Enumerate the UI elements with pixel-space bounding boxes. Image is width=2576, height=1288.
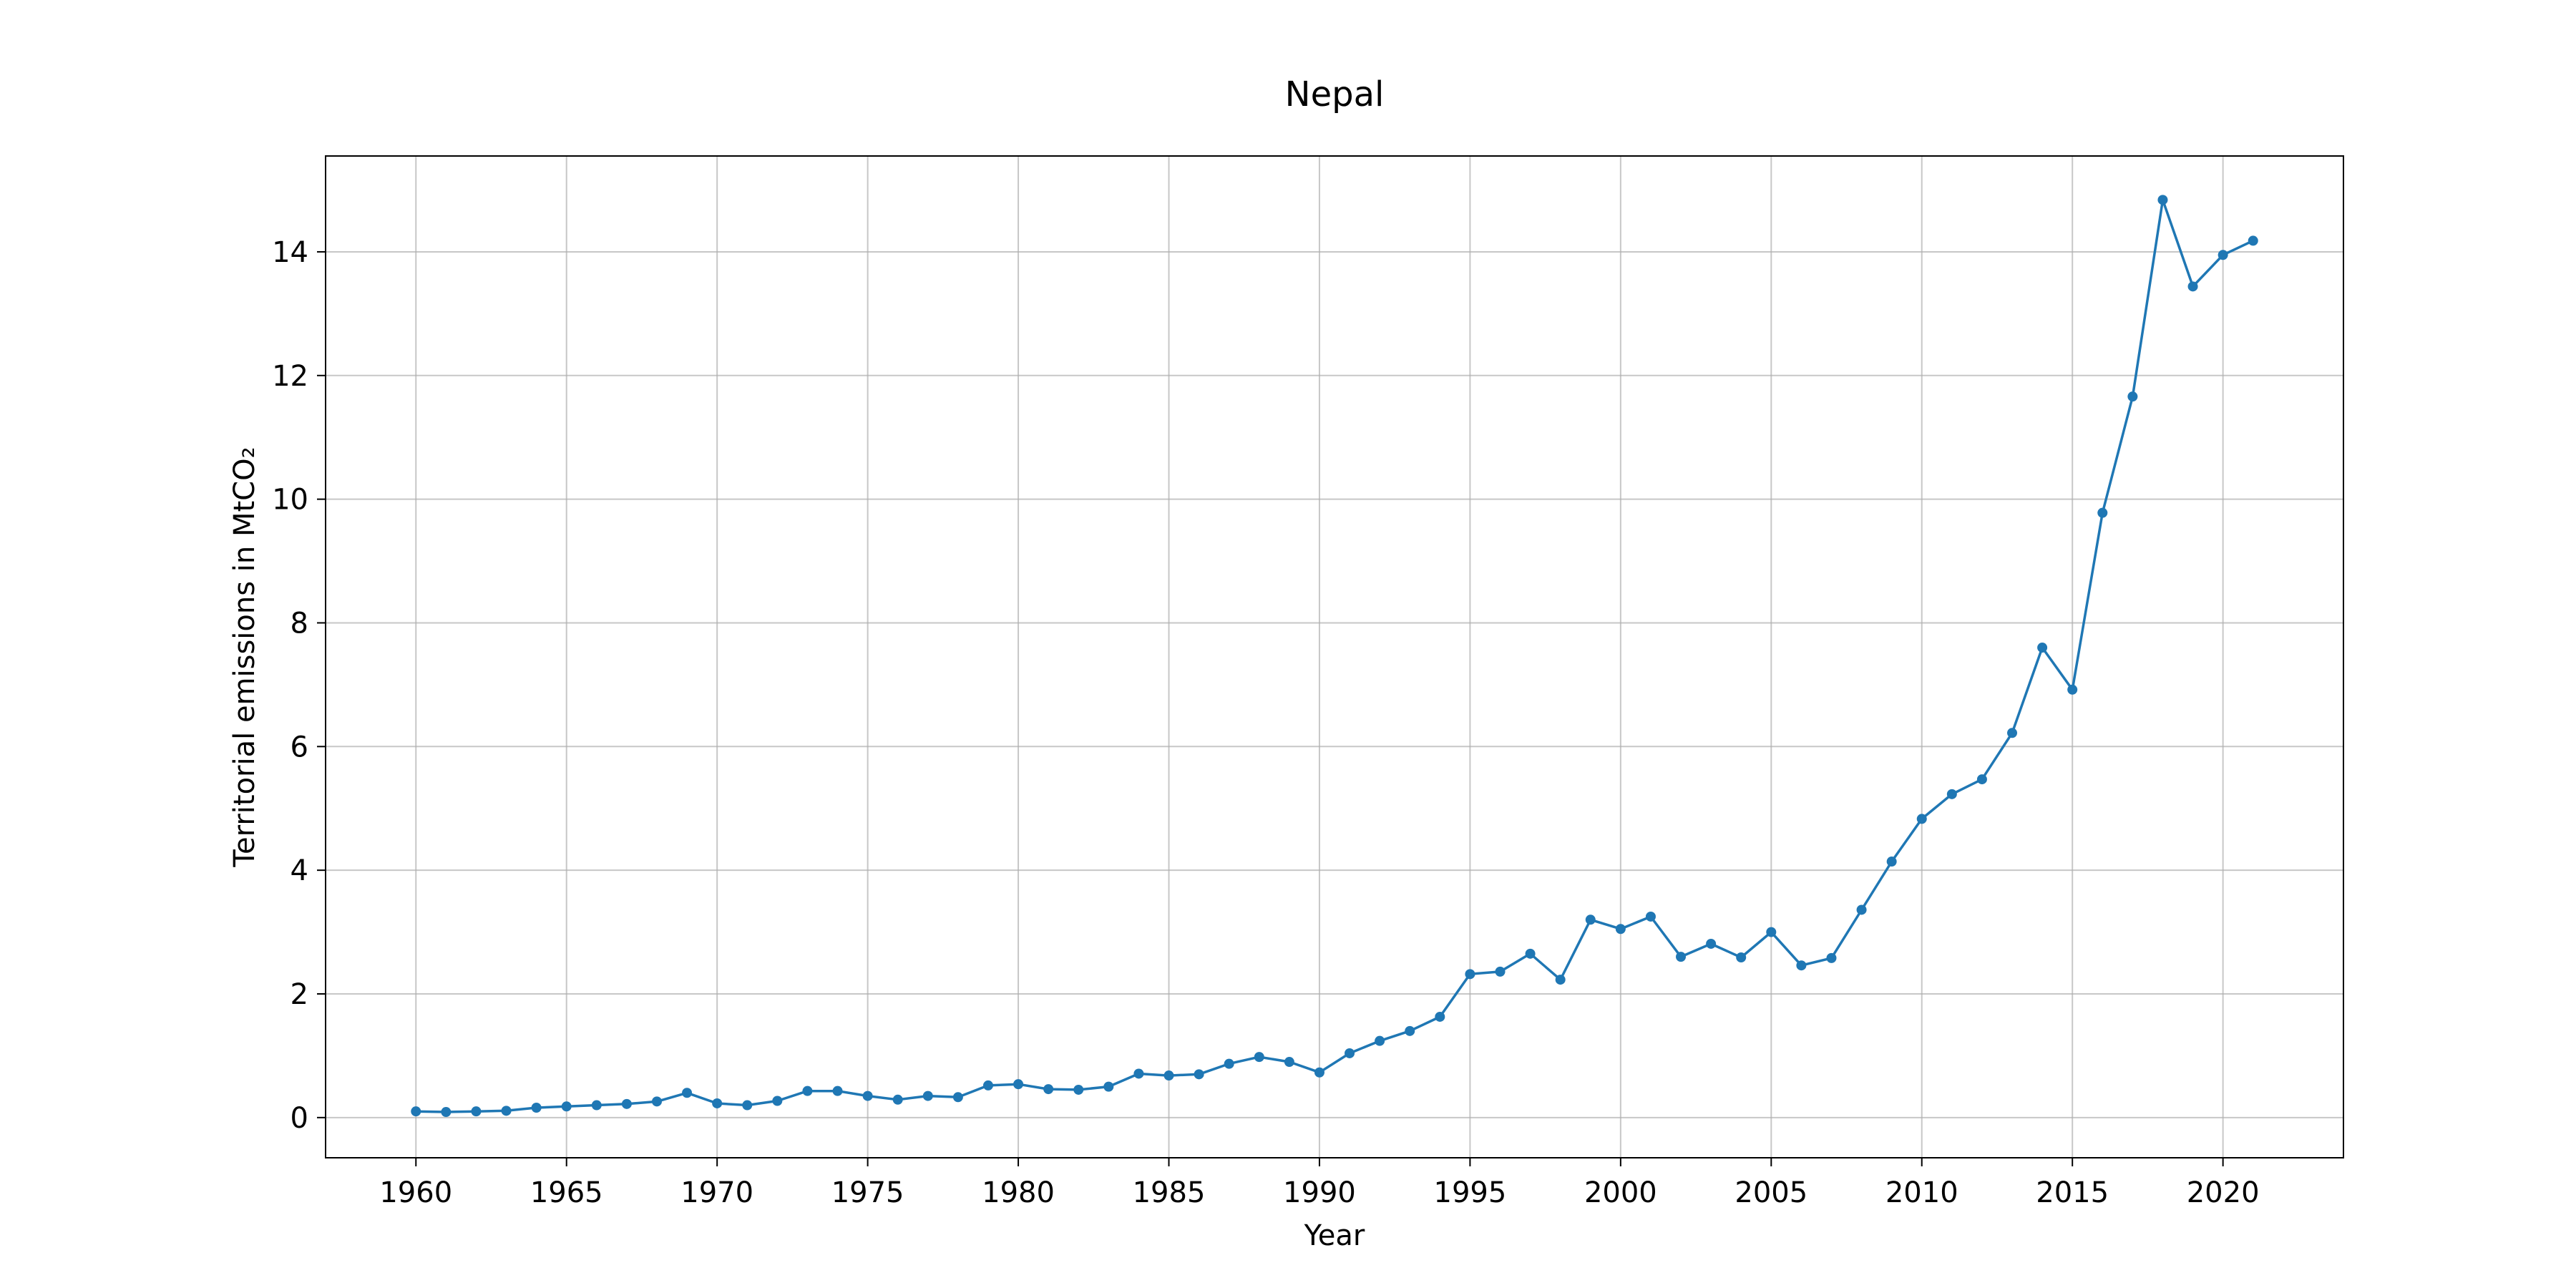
data-point xyxy=(591,1100,602,1111)
data-point xyxy=(1736,952,1747,962)
y-tick-label: 14 xyxy=(272,236,308,269)
data-point xyxy=(832,1085,843,1096)
data-point xyxy=(682,1088,693,1098)
data-point xyxy=(1194,1069,1204,1080)
data-point xyxy=(2067,684,2078,695)
x-tick-label: 1990 xyxy=(1283,1176,1356,1209)
y-axis-label: Territorial emissions in MtCO₂ xyxy=(228,447,261,867)
x-tick-label: 1975 xyxy=(831,1176,904,1209)
x-tick-label: 1965 xyxy=(530,1176,603,1209)
data-point xyxy=(1916,814,1927,824)
x-tick-label: 2000 xyxy=(1584,1176,1657,1209)
data-point xyxy=(1676,952,1687,962)
x-tick-label: 1980 xyxy=(982,1176,1055,1209)
data-point xyxy=(1405,1025,1415,1036)
data-point xyxy=(621,1098,632,1109)
data-point xyxy=(1133,1068,1144,1079)
data-point xyxy=(2127,391,2138,402)
data-point xyxy=(892,1094,903,1105)
x-tick-label: 1960 xyxy=(379,1176,452,1209)
x-tick-label: 2015 xyxy=(2036,1176,2109,1209)
data-point xyxy=(1766,927,1777,937)
grid xyxy=(326,156,2343,1158)
data-point xyxy=(2157,195,2168,205)
data-point xyxy=(1043,1084,1054,1095)
x-axis-label: Year xyxy=(1304,1219,1365,1252)
data-point xyxy=(982,1080,993,1091)
data-point xyxy=(772,1096,783,1106)
data-point xyxy=(1976,774,1987,785)
data-point xyxy=(1525,948,1536,959)
data-point xyxy=(1375,1035,1385,1046)
data-point xyxy=(2037,643,2048,653)
data-point xyxy=(531,1103,542,1113)
x-tick-label: 2005 xyxy=(1735,1176,1807,1209)
y-tick-label: 4 xyxy=(291,854,308,887)
data-point xyxy=(2248,235,2258,246)
data-point xyxy=(1946,789,1957,799)
data-point xyxy=(1645,911,1656,922)
data-point xyxy=(441,1107,452,1118)
data-point xyxy=(1163,1070,1174,1081)
x-tick-label: 1995 xyxy=(1434,1176,1507,1209)
data-point xyxy=(1284,1057,1294,1068)
data-point xyxy=(1465,969,1475,980)
data-point xyxy=(862,1091,873,1101)
data-point xyxy=(712,1098,723,1108)
data-point xyxy=(1103,1081,1114,1092)
plot-frame xyxy=(325,155,2344,1158)
y-tick-label: 2 xyxy=(291,978,308,1011)
data-point xyxy=(802,1085,813,1096)
data-point xyxy=(1495,966,1506,977)
data-point xyxy=(651,1096,662,1107)
data-point xyxy=(1345,1048,1355,1058)
data-point xyxy=(1585,914,1596,925)
data-point xyxy=(1314,1067,1324,1078)
data-point xyxy=(1013,1079,1024,1090)
y-tick-label: 10 xyxy=(272,484,308,517)
axis-ticks: 1960 1965 1970 1975 1980 1985 1990 1995 2000 2005… xyxy=(272,236,2259,1209)
y-tick-label: 12 xyxy=(272,360,308,393)
data-point xyxy=(2007,728,2018,738)
data-point xyxy=(411,1106,421,1117)
y-tick-label: 0 xyxy=(291,1102,308,1135)
x-tick-label: 2010 xyxy=(1885,1176,1958,1209)
data-point xyxy=(1615,924,1626,935)
data-point xyxy=(2218,250,2228,260)
x-tick-label: 1970 xyxy=(680,1176,753,1209)
data-point xyxy=(1886,857,1897,867)
data-point xyxy=(1796,960,1807,971)
chart-title: Nepal xyxy=(1285,74,1385,114)
data-point xyxy=(1224,1058,1234,1069)
x-tick-label: 2020 xyxy=(2187,1176,2260,1209)
data-point xyxy=(561,1101,572,1112)
data-point xyxy=(1254,1052,1264,1063)
data-point xyxy=(1706,938,1717,949)
data-point xyxy=(2097,507,2108,518)
data-point xyxy=(2187,281,2198,292)
data-point xyxy=(471,1106,482,1117)
data-point xyxy=(1073,1084,1084,1095)
y-tick-label: 6 xyxy=(291,731,308,763)
data-point xyxy=(1856,904,1867,915)
series-layer xyxy=(411,195,2258,1118)
data-point xyxy=(952,1092,963,1103)
data-point xyxy=(1435,1011,1445,1022)
data-point xyxy=(742,1100,753,1111)
series-line xyxy=(416,198,2254,1113)
data-point xyxy=(1555,975,1566,985)
y-tick-label: 8 xyxy=(291,607,308,640)
x-tick-label: 1985 xyxy=(1133,1176,1206,1209)
data-point xyxy=(501,1106,512,1116)
data-point xyxy=(922,1091,933,1101)
data-point xyxy=(1826,952,1837,963)
